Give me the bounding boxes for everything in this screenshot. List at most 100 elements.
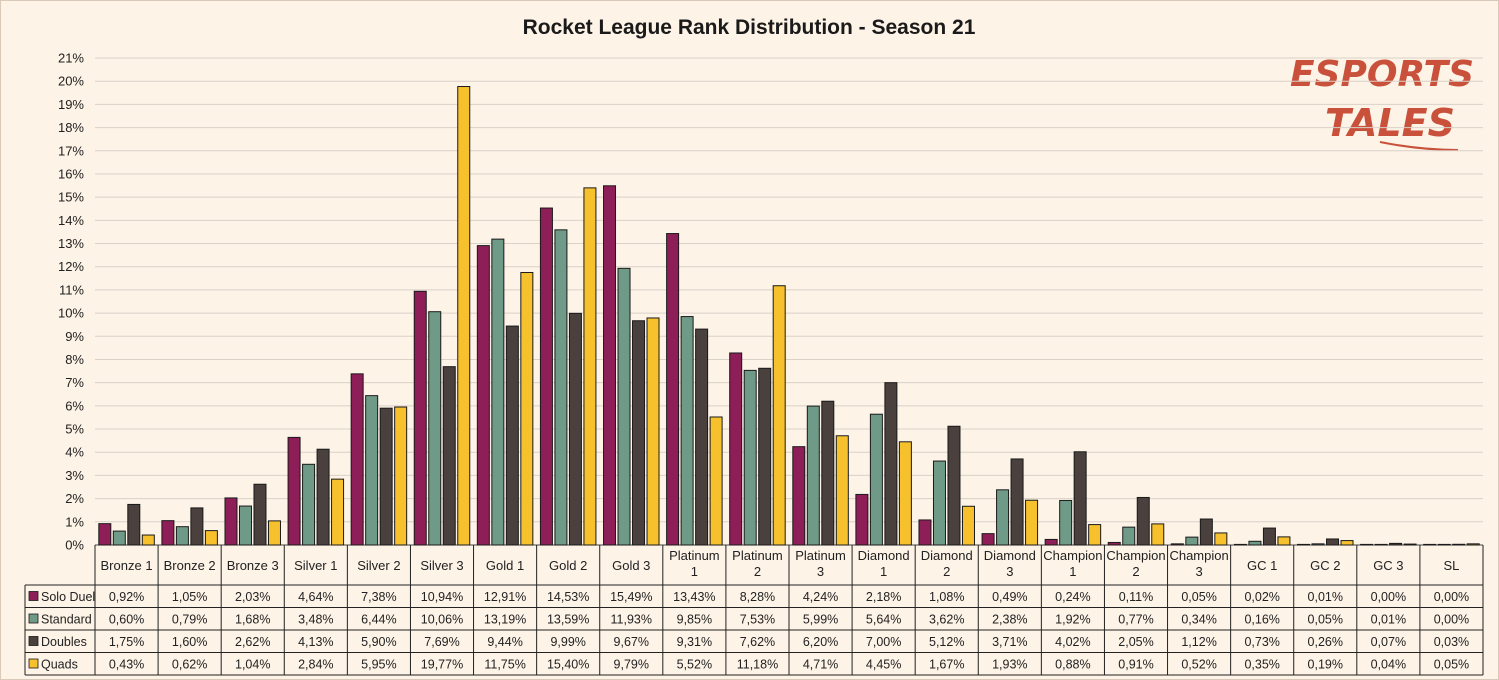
- bar-quads-10: [772, 285, 786, 546]
- bar-solo-duel-9: [666, 233, 680, 546]
- legend-key-standard: [28, 613, 39, 624]
- bar-standard-11: [806, 405, 820, 546]
- table-cell: 0,52%: [1181, 657, 1216, 671]
- bar-doubles-19: [1326, 538, 1340, 546]
- bar-quads-2: [267, 520, 281, 546]
- table-cell: 7,69%: [424, 635, 459, 649]
- bar-solo-duel-17: [1170, 543, 1184, 546]
- series-name: Solo Duel: [41, 590, 95, 604]
- table-cell: 0,73%: [1244, 635, 1279, 649]
- bar-solo-duel-6: [476, 245, 490, 546]
- table-cell: 6,44%: [361, 612, 396, 626]
- series-name: Quads: [41, 657, 78, 671]
- table-cell: 4,13%: [298, 635, 333, 649]
- table-cell: 4,24%: [803, 590, 838, 604]
- bar-doubles-15: [1073, 451, 1087, 546]
- table-cell: 2,38%: [992, 612, 1027, 626]
- table-cell: 1,93%: [992, 657, 1027, 671]
- bar-standard-19: [1311, 543, 1325, 546]
- table-cell: 5,64%: [866, 612, 901, 626]
- bar-quads-16: [1151, 523, 1165, 546]
- table-cell: 11,93%: [611, 612, 652, 626]
- bar-solo-duel-20: [1360, 543, 1374, 546]
- y-tick-label: 10%: [58, 306, 84, 321]
- y-tick-label: 18%: [58, 120, 84, 135]
- logo-line-2: TALES: [1325, 101, 1455, 145]
- y-tick-label: 2%: [65, 491, 84, 506]
- table-cell: 0,04%: [1371, 657, 1406, 671]
- y-tick-label: 16%: [58, 166, 84, 181]
- table-cell: 0,01%: [1308, 590, 1343, 604]
- series-name: Doubles: [41, 635, 87, 649]
- table-cell: 0,34%: [1181, 612, 1216, 626]
- table-cell: 10,94%: [421, 590, 463, 604]
- y-tick-label: 5%: [65, 422, 84, 437]
- table-cell: 5,95%: [361, 657, 396, 671]
- bar-quads-1: [204, 530, 218, 546]
- table-cell: 0,16%: [1244, 612, 1279, 626]
- category-label: SL: [1444, 558, 1460, 573]
- y-axis-ticks: 0% 1% 2% 3% 4% 5% 6% 7% 8% 9% 10% 11% 12% 13% 14% 15% 16…: [58, 51, 84, 553]
- table-cell: 0,11%: [1119, 590, 1154, 604]
- bar-standard-21: [1437, 543, 1451, 546]
- table-cell: 9,85%: [677, 612, 712, 626]
- bar-doubles-18: [1262, 527, 1276, 546]
- y-tick-label: 20%: [58, 74, 84, 89]
- table-cell: 0,35%: [1244, 657, 1279, 671]
- bar-quads-3: [331, 478, 345, 546]
- table-cell: 13,19%: [484, 612, 526, 626]
- bar-doubles-7: [568, 312, 582, 546]
- bar-quads-9: [709, 416, 723, 546]
- bar-standard-18: [1248, 540, 1262, 546]
- bar-standard-13: [932, 460, 946, 546]
- y-tick-label: 7%: [65, 375, 84, 390]
- table-cell: 9,67%: [614, 635, 649, 649]
- table-cell: 7,00%: [866, 635, 901, 649]
- table-cell: 4,45%: [866, 657, 901, 671]
- bar-quads-13: [961, 505, 975, 546]
- bar-standard-1: [175, 526, 189, 546]
- table-cell: 12,91%: [484, 590, 526, 604]
- table-cell: 15,40%: [547, 657, 589, 671]
- bar-solo-duel-10: [729, 352, 743, 546]
- legend-key-solo-duel: [28, 591, 39, 601]
- category-label: GC 3: [1373, 558, 1403, 573]
- bar-solo-duel-0: [98, 523, 112, 546]
- bar-standard-8: [617, 267, 631, 546]
- table-cell: 9,31%: [677, 635, 712, 649]
- category-label: Bronze 3: [227, 558, 279, 573]
- bar-doubles-21: [1452, 543, 1466, 546]
- bar-solo-duel-14: [981, 533, 995, 546]
- bar-doubles-12: [884, 382, 898, 546]
- y-tick-label: 12%: [58, 259, 84, 274]
- bar-solo-duel-11: [792, 446, 806, 546]
- bar-quads-17: [1214, 532, 1228, 546]
- y-tick-label: 13%: [58, 236, 84, 251]
- bar-solo-duel-8: [603, 185, 617, 546]
- table-cell: 7,62%: [740, 635, 775, 649]
- bar-solo-duel-7: [539, 207, 553, 546]
- bar-quads-18: [1277, 536, 1291, 546]
- table-cell: 1,04%: [235, 657, 270, 671]
- logo-line-1: ESPORTS: [1290, 54, 1474, 95]
- bar-doubles-4: [379, 407, 393, 546]
- table-cell: 0,02%: [1244, 590, 1279, 604]
- bar-solo-duel-12: [855, 493, 869, 546]
- table-cell: 0,05%: [1434, 657, 1469, 671]
- bar-solo-duel-4: [350, 373, 364, 546]
- category-label: Diamond 3: [984, 548, 1036, 579]
- table-cell: 3,48%: [298, 612, 333, 626]
- category-label: GC 2: [1310, 558, 1340, 573]
- table-cell: 0,49%: [992, 590, 1027, 604]
- table-cell: 0,91%: [1118, 657, 1153, 671]
- bar-quads-6: [520, 272, 534, 546]
- y-tick-label: 21%: [58, 51, 84, 66]
- bar-doubles-0: [127, 503, 141, 546]
- bar-doubles-3: [316, 448, 330, 546]
- table-cell: 3,71%: [992, 635, 1027, 649]
- bar-doubles-8: [632, 320, 646, 546]
- y-tick-label: 3%: [65, 468, 84, 483]
- bar-doubles-6: [505, 325, 519, 546]
- y-tick-label: 8%: [65, 352, 84, 367]
- chart-title: Rocket League Rank Distribution - Season…: [523, 16, 976, 39]
